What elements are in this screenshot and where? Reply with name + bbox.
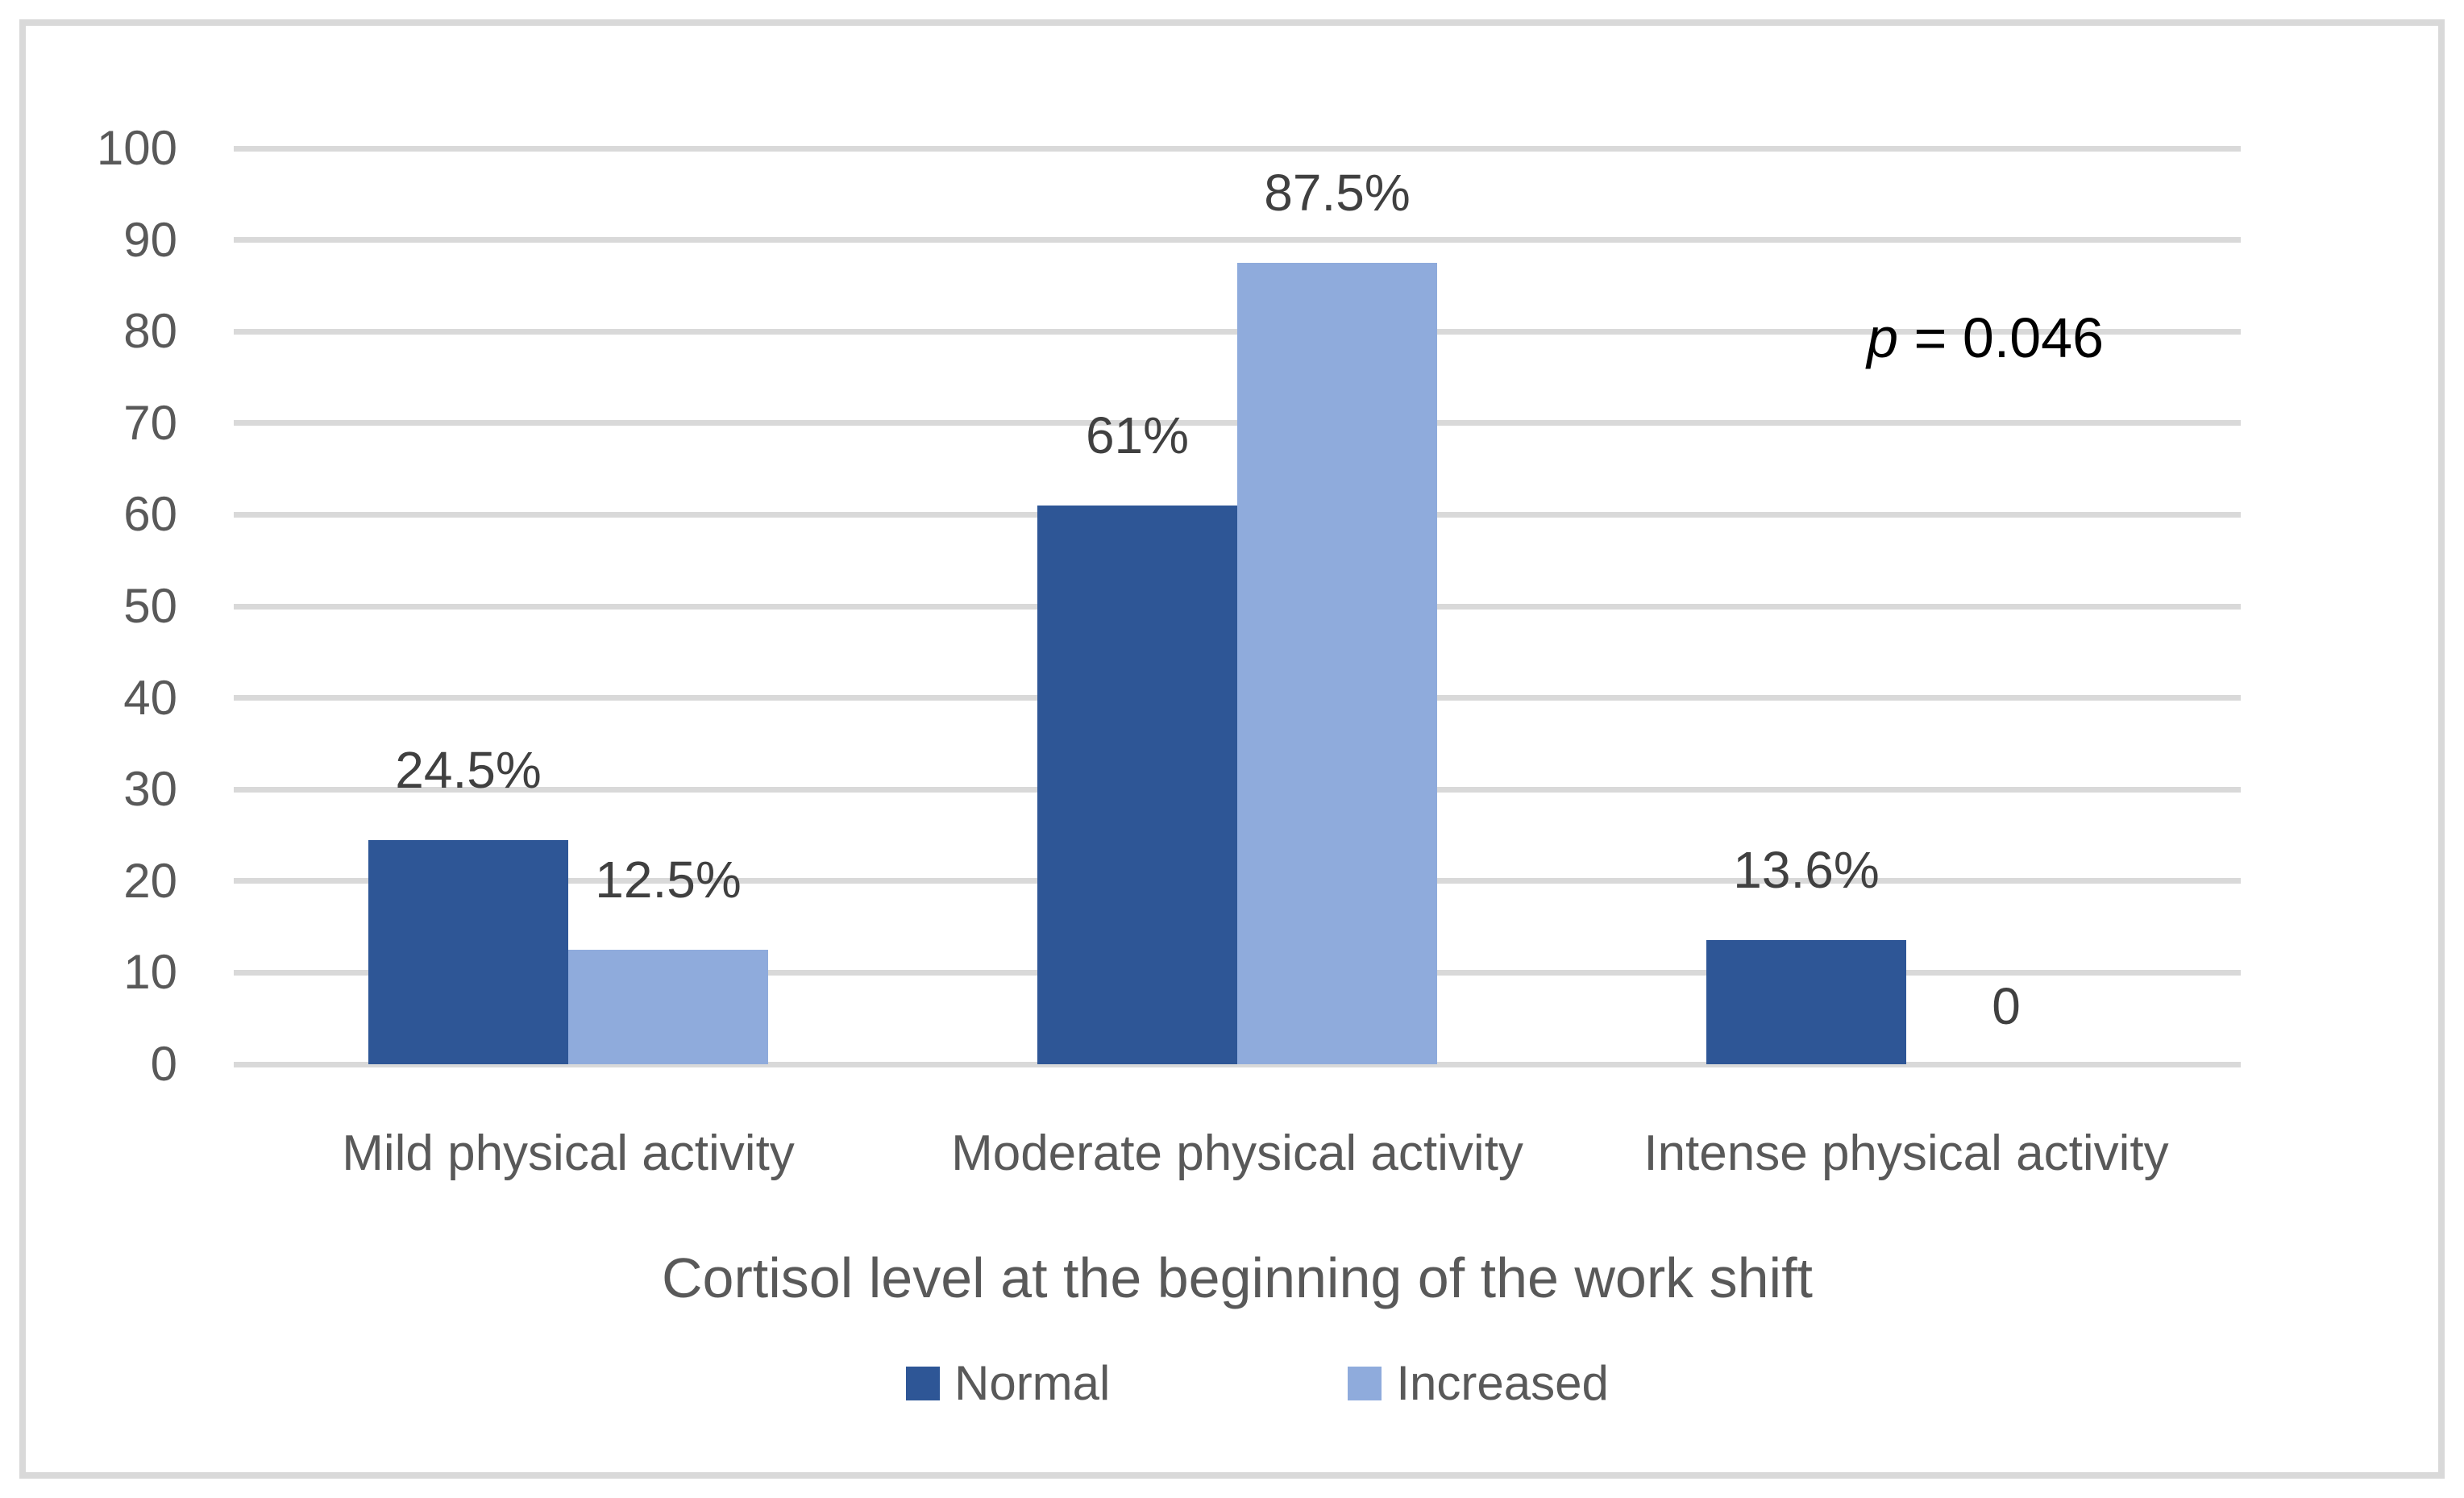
bar-increased-0 [568, 950, 768, 1064]
category-label-2: Intense physical activity [1643, 1126, 2169, 1181]
y-tick-label-50: 50 [123, 579, 177, 633]
bar-normal-1 [1037, 506, 1237, 1064]
y-tick-label-20: 20 [123, 853, 177, 908]
y-tick-label-0: 0 [150, 1037, 177, 1091]
y-tick-label-100: 100 [96, 121, 177, 175]
bar-normal-2 [1706, 939, 1906, 1064]
chart-border [19, 19, 2445, 1479]
legend-item-increased: Increased [1348, 1359, 1609, 1408]
gridline-90 [234, 237, 2241, 243]
x-axis-title: Cortisol level at the beginning of the w… [662, 1246, 1813, 1309]
legend-item-normal: Normal [906, 1359, 1110, 1408]
gridline-100 [234, 145, 2241, 152]
y-tick-label-10: 10 [123, 945, 177, 1000]
y-tick-label-60: 60 [123, 487, 177, 542]
p-value-annotation: p = 0.046 [1804, 248, 2104, 427]
gridline-0 [234, 1061, 2241, 1067]
category-label-1: Moderate physical activity [951, 1126, 1523, 1181]
bar-value-label-increased-1: 87.5% [1264, 164, 1411, 222]
category-label-0: Mild physical activity [342, 1126, 795, 1181]
y-tick-label-90: 90 [123, 212, 177, 267]
bar-value-label-increased-0: 12.5% [595, 851, 742, 909]
y-tick-label-70: 70 [123, 395, 177, 450]
bar-value-label-normal-1: 61% [1085, 406, 1190, 465]
bar-value-label-normal-2: 13.6% [1733, 840, 1880, 899]
legend-swatch-increased-icon [1348, 1367, 1382, 1400]
y-tick-label-30: 30 [123, 762, 177, 817]
y-tick-label-80: 80 [123, 304, 177, 359]
p-value-number: = 0.046 [1898, 306, 2104, 369]
p-value-symbol: p [1867, 306, 1899, 369]
plot-area: 24.5% 12.5% 61% 87.5% 13.6% 0 [234, 145, 2241, 1067]
bar-normal-0 [368, 839, 568, 1064]
legend: Normal Increased [906, 1359, 1609, 1408]
bar-value-label-increased-2: 0 [1992, 977, 2021, 1035]
legend-label-increased: Increased [1396, 1356, 1609, 1410]
bar-increased-1 [1237, 263, 1437, 1064]
bar-value-label-normal-0: 24.5% [395, 740, 542, 799]
legend-label-normal: Normal [954, 1356, 1111, 1410]
legend-swatch-normal-icon [906, 1367, 940, 1400]
y-tick-label-40: 40 [123, 670, 177, 725]
